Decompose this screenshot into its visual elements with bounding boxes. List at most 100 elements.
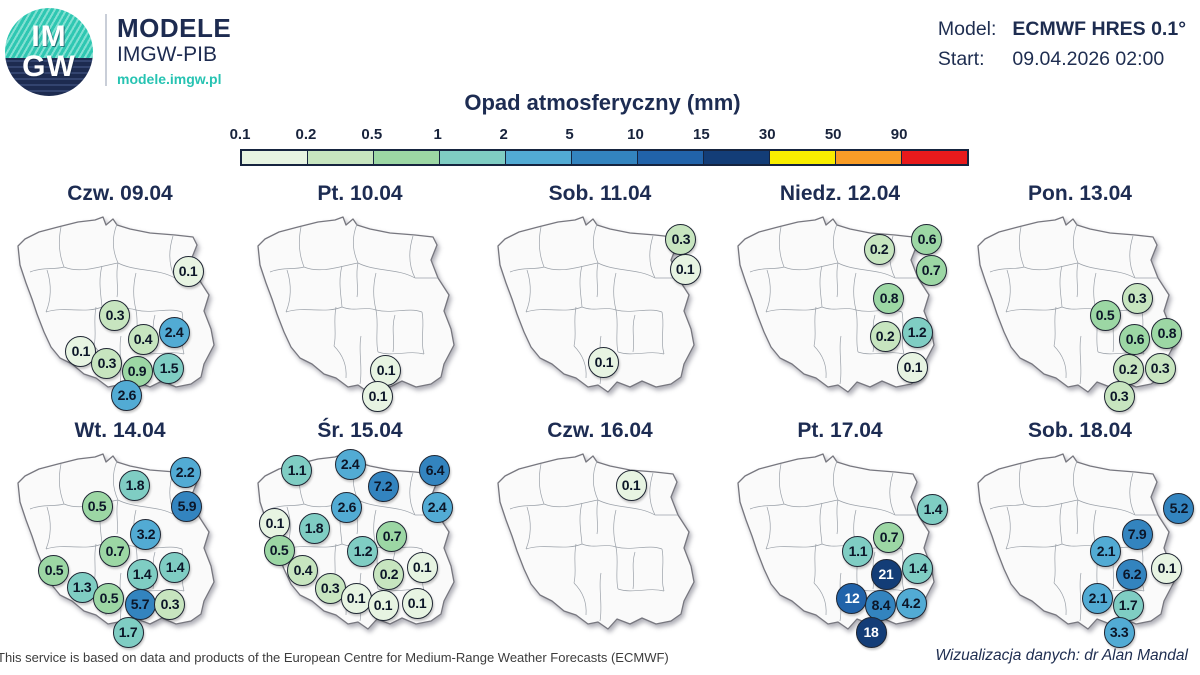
colorbar-tick-label: 15: [693, 126, 710, 143]
day-title: Pt. 17.04: [797, 419, 883, 442]
precip-bubble: 0.1: [897, 351, 929, 383]
precip-bubble: 0.1: [340, 582, 372, 614]
precip-bubble: 21: [870, 558, 902, 590]
day-panel: Czw. 09.04 0.1 0.3 0.4 2.4 0.1 0.3 0.9: [0, 182, 240, 419]
precip-bubble: 0.3: [91, 347, 123, 379]
poland-outline: [497, 453, 695, 630]
day-panel: Śr. 15.04 1.1 2.4 7.2 6.4 2.6 2.4 0.1 1: [240, 419, 480, 656]
precip-bubble: 0.1: [588, 346, 620, 378]
map-container: 5.2 7.9 2.1 6.2 0.1 2.1 1.7 3.3: [965, 452, 1195, 652]
precip-bubble: 8.4: [865, 589, 897, 621]
daily-maps-grid: Czw. 09.04 0.1 0.3 0.4 2.4 0.1 0.3 0.9: [0, 182, 1200, 656]
colorbar-segment: [242, 151, 307, 164]
colorbar-tick-label: 90: [890, 126, 908, 143]
precip-bubble: 0.1: [669, 253, 701, 285]
precip-bubble: 7.2: [367, 470, 399, 502]
day-title: Sob. 11.04: [548, 182, 652, 205]
colorbar-segment: [836, 151, 901, 164]
precip-bubble: 2.2: [169, 456, 201, 488]
precip-bubble: 0.3: [1103, 380, 1135, 412]
precip-bubble: 0.1: [259, 507, 291, 539]
precip-bubble: 0.1: [65, 335, 97, 367]
colorbar-segment: [440, 151, 505, 164]
precip-bubble: 2.1: [1090, 535, 1122, 567]
ecmwf-attribution: This service is based on data and produc…: [0, 650, 669, 665]
brand-url: modele.imgw.pl: [117, 70, 222, 87]
map-container: 0.2 0.6 0.7 0.8 0.2 1.2 0.1: [725, 215, 955, 415]
colorbar-tick-label: 50: [824, 126, 842, 143]
day-panel: Sob. 18.04 5.2 7.9 2.1 6.2 0.1 2.1 1.7: [960, 419, 1200, 656]
day-panel: Niedz. 12.04 0.2 0.6 0.7 0.8 0.2 1.2 0: [720, 182, 960, 419]
precip-bubble: 0.2: [373, 558, 405, 590]
map-container: 0.1: [485, 452, 715, 652]
precip-bubble: 0.3: [1121, 282, 1153, 314]
precip-bubble: 7.9: [1121, 518, 1153, 550]
poland-map: [977, 216, 1175, 393]
colorbar-segment: [572, 151, 637, 164]
poland-map: [497, 453, 695, 630]
precip-bubble: 1.7: [112, 616, 144, 648]
voivodeship-borders: [269, 223, 438, 385]
precip-bubble: 0.2: [863, 233, 895, 265]
precip-bubble: 0.1: [362, 380, 394, 412]
day-title: Wt. 14.04: [74, 419, 166, 442]
imgw-logo: IM GW: [5, 8, 93, 96]
map-container: 1.4 0.7 1.1 21 1.4 12 8.4 4.2 18: [725, 452, 955, 652]
day-panel: Czw. 16.04 0.1: [480, 419, 720, 656]
precip-bubble: 0.1: [401, 587, 433, 619]
day-title: Pt. 10.04: [317, 182, 403, 205]
day-panel: Sob. 11.04 0.3 0.1 0.1: [480, 182, 720, 419]
day-title: Sob. 18.04: [1028, 419, 1132, 442]
precip-bubble: 0.1: [1151, 552, 1183, 584]
colorbar-segment: [902, 151, 968, 164]
precip-bubble: 1.4: [126, 558, 158, 590]
precip-bubble: 1.1: [281, 454, 313, 486]
precip-bubble: 18: [855, 616, 887, 648]
day-panel: Pt. 17.04 1.4 0.7 1.1 21 1.4 12 8.4 4.2: [720, 419, 960, 656]
precip-bubble: 0.1: [615, 469, 647, 501]
colorbar-segment: [308, 151, 373, 164]
precip-bubble: 0.7: [99, 535, 131, 567]
precip-bubble: 4.2: [895, 587, 927, 619]
precip-bubble: 5.9: [171, 490, 203, 522]
day-title: Czw. 09.04: [67, 182, 173, 205]
colorbar-tick-label: 0.2: [295, 126, 317, 143]
day-panel: Pon. 13.04 0.5 0.3 0.6 0.8 0.2 0.3 0.3: [960, 182, 1200, 419]
colorbar-tick-label: 10: [627, 126, 644, 143]
poland-map: [257, 216, 455, 393]
precip-bubble: 3.3: [1103, 616, 1135, 648]
map-container: 0.5 0.3 0.6 0.8 0.2 0.3 0.3: [965, 215, 1195, 415]
colorbar-tick-label: 1: [433, 126, 442, 143]
precip-bubble: 0.4: [287, 554, 319, 586]
day-panel: Wt. 14.04 1.8 2.2 0.5 5.9 3.2 0.7 0.5 1: [0, 419, 240, 656]
precip-bubble: 0.7: [376, 520, 408, 552]
model-run-info: Model: ECMWF HRES 0.1° Start: 09.04.2026…: [938, 18, 1186, 71]
precip-bubble: 1.4: [902, 552, 934, 584]
map-container: 1.1 2.4 7.2 6.4 2.6 2.4 0.1 1.8 0.7 0.5 1.2 0.4 0.2 0…: [245, 448, 475, 652]
day-title: Pon. 13.04: [1028, 182, 1132, 205]
precip-bubble: 0.3: [99, 299, 131, 331]
precip-bubble: 5.2: [1163, 492, 1195, 524]
precip-bubble: 0.6: [911, 223, 943, 255]
colorbar-segment: [374, 151, 439, 164]
colorbar: [240, 149, 969, 166]
precip-bubble: 1.2: [901, 316, 933, 348]
precip-bubble: 12: [836, 582, 868, 614]
precip-bubble: 0.8: [873, 282, 905, 314]
poland-map: [497, 216, 695, 393]
precip-bubble: 1.8: [119, 469, 151, 501]
poland-outline: [257, 216, 455, 393]
precip-bubble: 0.1: [406, 551, 438, 583]
precip-bubble: 0.1: [172, 255, 204, 287]
imgw-logo-text-gw: GW: [22, 50, 76, 83]
precip-bubble: 2.4: [158, 316, 190, 348]
precip-bubble: 2.6: [331, 491, 363, 523]
brand-block: MODELE IMGW-PIB modele.imgw.pl: [117, 13, 231, 87]
precip-bubble: 6.4: [419, 454, 451, 486]
precip-bubble: 2.4: [334, 448, 366, 480]
precip-bubble: 3.2: [130, 518, 162, 550]
voivodeship-borders: [509, 460, 678, 622]
precip-bubble: 5.7: [124, 588, 156, 620]
precip-bubble: 2.6: [111, 379, 143, 411]
